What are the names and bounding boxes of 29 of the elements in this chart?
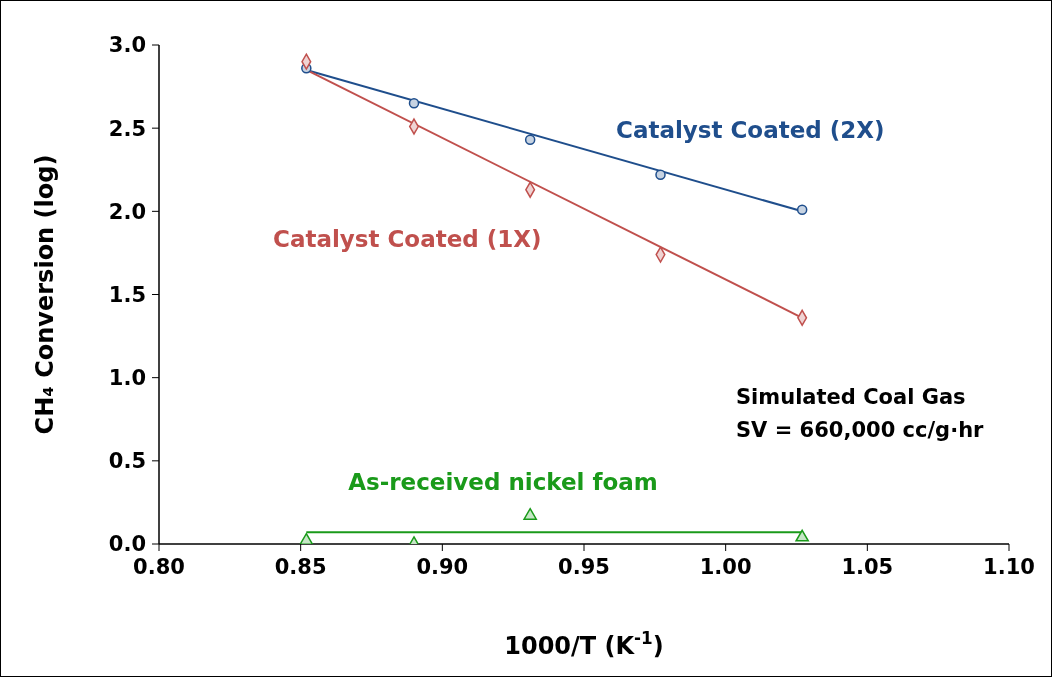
x-tick-label: 0.85 xyxy=(274,554,327,579)
y-tick-label: 2.0 xyxy=(108,199,146,224)
annotation: SV = 660,000 cc/g·hr xyxy=(736,418,985,442)
series-label: Catalyst Coated (1X) xyxy=(273,226,542,252)
x-tick-label: 1.00 xyxy=(699,554,752,579)
point xyxy=(408,97,420,109)
point xyxy=(796,204,808,215)
y-tick-label: 0.5 xyxy=(108,449,146,474)
point xyxy=(299,532,314,544)
point xyxy=(655,169,666,180)
annotation: Simulated Coal Gas xyxy=(736,385,966,409)
y-axis-title: CH₄ Conversion (log) xyxy=(31,154,59,435)
x-tick-label: 0.80 xyxy=(133,554,185,579)
y-tick-label: 3.0 xyxy=(108,33,146,58)
y-tick-label: 0.0 xyxy=(108,532,146,557)
y-tick-label: 2.5 xyxy=(108,116,146,141)
x-tick-label: 1.05 xyxy=(841,554,894,579)
point xyxy=(524,134,536,146)
text: Catalyst Coated (2X) xyxy=(616,117,885,143)
point xyxy=(795,529,809,542)
y-tick-label: 1.0 xyxy=(108,366,146,391)
x-tick-label: 0.90 xyxy=(416,554,469,579)
point xyxy=(523,507,537,520)
y-tick-label: 1.5 xyxy=(108,282,146,307)
x-axis-title: 1000/T (K$^{-1}$) xyxy=(504,628,664,660)
point xyxy=(408,118,420,135)
x-tick-label: 1.10 xyxy=(983,554,1035,579)
x-tick-label: 0.95 xyxy=(558,554,610,579)
series-label: As-received nickel foam xyxy=(348,469,658,495)
